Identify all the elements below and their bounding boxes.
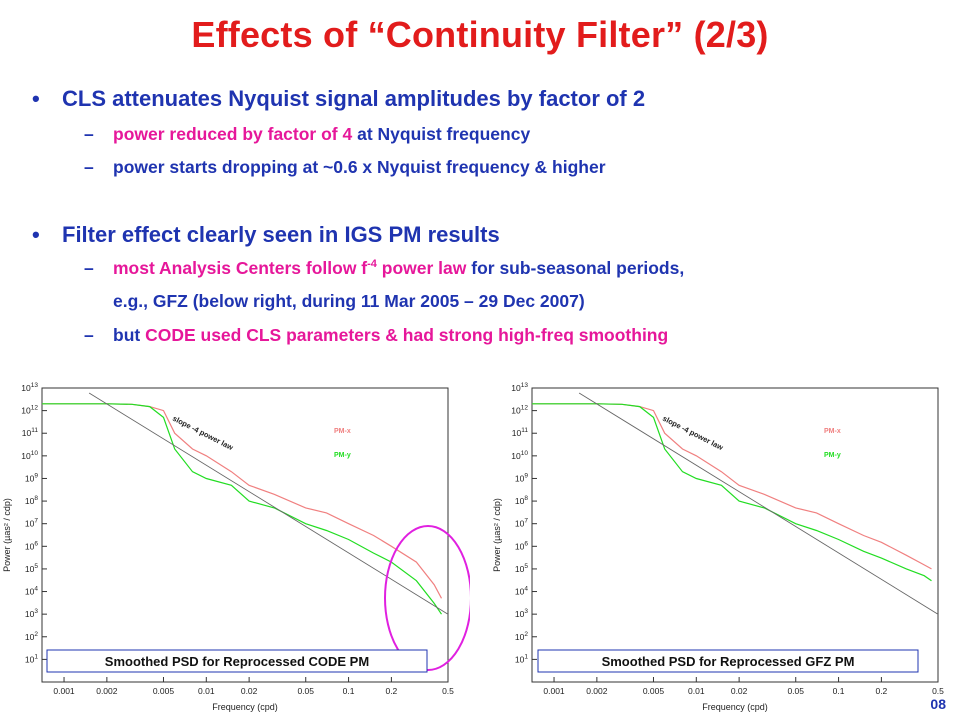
page-number: 08 [930,696,946,712]
chart-caption: Smoothed PSD for Reprocessed CODE PM [105,654,369,669]
slide-title: Effects of “Continuity Filter” (2/3) [191,14,769,55]
x-axis-label: Frequency (cpd) [212,702,278,712]
y-tick-label: 104 [515,586,528,597]
sub-2-3-highlight: CODE used CLS parameters & had strong hi… [145,325,669,345]
y-tick-label: 101 [25,653,38,664]
x-tick-label: 0.05 [787,686,804,696]
x-axis-label: Frequency (cpd) [702,702,768,712]
series-line-slope--4-power-law [578,392,939,615]
y-tick-label: 107 [25,518,38,529]
y-tick-label: 106 [515,540,528,551]
sub-2-1-text: for sub-seasonal periods, [466,258,685,278]
y-tick-label: 101 [515,653,528,664]
y-tick-label: 107 [515,518,528,529]
y-axis-label: Power (µas² / cdp) [2,498,12,572]
sub-2-2-text: e.g., GFZ (below right, during 11 Mar 20… [113,291,585,311]
dash-symbol: – [84,157,94,177]
bullet-1-text: CLS attenuates Nyquist signal amplitudes… [62,86,646,111]
y-axis-label: Power (µas² / cdp) [492,498,502,572]
x-tick-label: 0.2 [385,686,397,696]
bullet-symbol: • [32,86,40,111]
y-tick-label: 108 [25,495,38,506]
y-tick-label: 1012 [21,405,38,416]
chart-caption-box [537,649,919,673]
x-tick-label: 0.02 [731,686,748,696]
y-tick-label: 105 [25,563,38,574]
psd-chart-gfz: 101 102 103 104 105 106 107 108 109 1010 1011 1012 1… [492,382,944,712]
bullet-2: • Filter effect clearly seen in IGS PM re… [32,222,500,248]
psd-chart-code: 101 102 103 104 105 106 107 108 109 1010 1011 1012 1… [2,382,470,712]
y-tick-label: 1013 [511,382,528,393]
sub-1-1-text: at Nyquist frequency [352,124,531,144]
y-tick-label: 109 [25,472,38,483]
chart-caption: Smoothed PSD for Reprocessed GFZ PM [602,654,855,669]
x-tick-label: 0.1 [343,686,355,696]
y-tick-label: 108 [515,495,528,506]
bullet-symbol: • [32,222,40,247]
y-tick-label: 102 [25,631,38,642]
highlight-circle [384,525,470,671]
x-tick-label: 0.01 [688,686,705,696]
x-tick-label: 0.005 [153,686,175,696]
y-tick-label: 1010 [21,450,38,461]
x-tick-label: 0.02 [241,686,258,696]
x-tick-label: 0.005 [643,686,665,696]
y-tick-label: 104 [25,586,38,597]
y-tick-label: 1013 [21,382,38,393]
sub-1-1-highlight: power reduced by factor of 4 [113,124,353,144]
bullet-2-text: Filter effect clearly seen in IGS PM res… [62,222,500,247]
series-line-slope--4-power-law [88,392,449,615]
x-tick-label: 0.1 [833,686,845,696]
x-tick-label: 0.05 [297,686,314,696]
sub-1-2-text: power starts dropping at ~0.6 x Nyquist … [113,157,606,177]
legend-pm-x: PM-x [334,428,351,435]
y-tick-label: 103 [25,608,38,619]
y-tick-label: 1011 [512,427,529,438]
x-tick-label: 0.002 [586,686,608,696]
x-tick-label: 0.2 [875,686,887,696]
y-tick-label: 1011 [22,427,39,438]
sub-2-1-highlight-2: power law [376,258,467,278]
sub-2-1-highlight: most Analysis Centers follow f [113,258,368,278]
dash-symbol: – [84,325,94,345]
chart-caption-box [46,649,428,673]
sub-2-3-text: but [113,325,146,345]
y-tick-label: 106 [25,540,38,551]
dash-symbol: – [84,124,94,144]
legend-pm-x: PM-x [824,428,841,435]
x-tick-label: 0.002 [96,686,118,696]
plot-frame [41,387,449,683]
x-tick-label: 0.5 [932,686,944,696]
x-tick-label: 0.5 [442,686,454,696]
dash-symbol: – [84,258,94,278]
y-tick-label: 109 [515,472,528,483]
y-tick-label: 1012 [511,405,528,416]
y-tick-label: 102 [515,631,528,642]
y-tick-label: 1010 [511,450,528,461]
x-tick-label: 0.01 [198,686,215,696]
series-line-pm-y [532,403,932,582]
plot-frame [531,387,939,683]
bullet-1: • CLS attenuates Nyquist signal amplitude… [32,86,645,112]
legend-pm-y: PM-y [824,452,841,459]
sub-2-1-sup: -4 [367,258,377,271]
legend-pm-y: PM-y [334,452,351,459]
y-tick-label: 105 [515,563,528,574]
x-tick-label: 0.001 [543,686,565,696]
y-tick-label: 103 [515,608,528,619]
x-tick-label: 0.001 [53,686,75,696]
